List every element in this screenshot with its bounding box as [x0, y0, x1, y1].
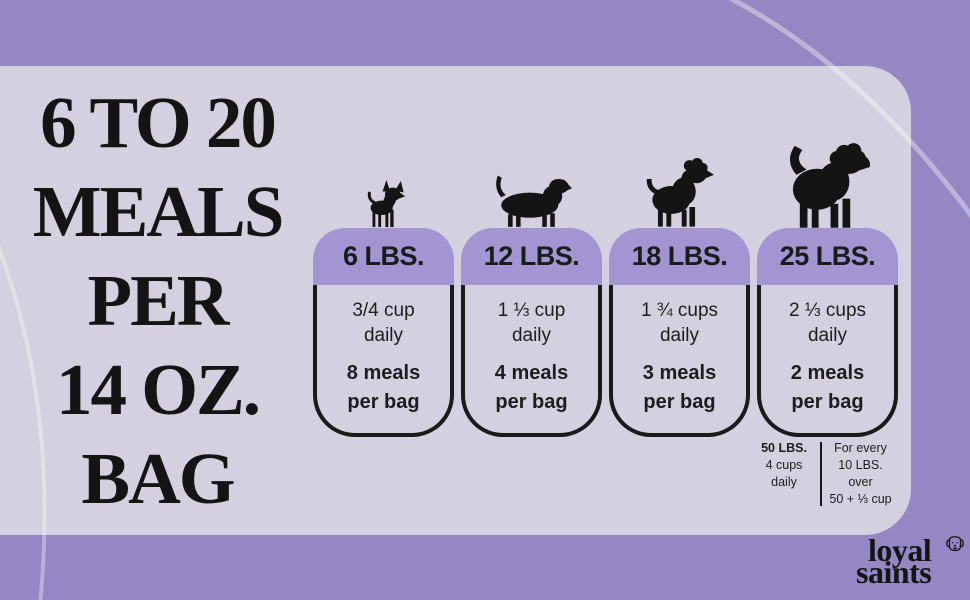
spaniel-silhouette-icon [643, 158, 717, 228]
daily-line: daily [363, 325, 404, 346]
logo-word-loyal: loyal [868, 532, 932, 568]
headline-line: BAG [81, 437, 235, 519]
dachshund-silhouette-icon [492, 171, 572, 228]
feeding-columns: 6 LBS. 3/4 cup daily 8 meals per bag [313, 140, 898, 437]
headline-line: 14 OZ. [56, 348, 261, 430]
headline-line: PER [87, 259, 230, 341]
chihuahua-silhouette-icon [362, 180, 406, 228]
weight-label: 12 LBS. [483, 241, 580, 271]
note-line: 4 cups [765, 458, 803, 472]
feeding-box: 2 ⅓ cups daily 2 meals per bag [757, 285, 898, 437]
note-line: daily [771, 475, 797, 489]
daily-line: 3/4 cup [352, 300, 415, 321]
note-line: 50 + ⅓ cup [829, 492, 892, 506]
note-line: 50 LBS. [761, 441, 807, 455]
weight-label: 6 LBS. [342, 241, 425, 271]
weight-pill: 12 LBS. [461, 228, 602, 285]
meals-per-bag: 3 meals per bag [613, 359, 746, 417]
dog-face-icon [944, 534, 966, 561]
meals-line: 2 meals [790, 362, 865, 384]
daily-line: 1 ⅓ cup [497, 300, 566, 321]
meals-line: 8 meals [346, 362, 421, 384]
large-dog-note: 50 LBS. 4 cups daily For every 10 LBS. o… [752, 440, 895, 508]
meals-line: per bag [495, 391, 568, 413]
meals-line: per bag [791, 391, 864, 413]
meals-per-bag: 4 meals per bag [465, 359, 598, 417]
headline-line: 6 TO 20 [40, 81, 277, 163]
meals-line: 4 meals [494, 362, 569, 384]
feeding-column-12lbs: 12 LBS. 1 ⅓ cup daily 4 meals per bag [461, 140, 602, 437]
feeding-box: 1 ⅓ cup daily 4 meals per bag [461, 285, 602, 437]
daily-line: 1 ¾ cups [640, 300, 719, 321]
daily-amount: 1 ⅓ cup daily [465, 298, 598, 348]
daily-amount: 2 ⅓ cups daily [761, 298, 894, 348]
note-line: For every [834, 441, 887, 455]
note-line: 10 LBS. over [838, 458, 883, 489]
doodle-silhouette-icon [781, 142, 875, 228]
dog-area [461, 140, 602, 228]
weight-label: 25 LBS. [779, 241, 876, 271]
brand-logo: loyal saints [856, 532, 968, 590]
weight-label: 18 LBS. [631, 241, 728, 271]
dog-area [757, 140, 898, 228]
weight-pill: 18 LBS. [609, 228, 750, 285]
dog-area [313, 140, 454, 228]
headline: 6 TO 20 MEALS PER 14 OZ. BAG [0, 70, 315, 530]
note-over-50lbs: For every 10 LBS. over 50 + ⅓ cup [822, 440, 895, 508]
meals-line: per bag [643, 391, 716, 413]
daily-line: daily [659, 325, 700, 346]
dog-area [609, 140, 750, 228]
meals-per-bag: 2 meals per bag [761, 359, 894, 417]
logo-word-saints: saints [856, 554, 932, 590]
daily-line: daily [511, 325, 552, 346]
daily-line: daily [807, 325, 848, 346]
feeding-box: 3/4 cup daily 8 meals per bag [313, 285, 454, 437]
headline-line: MEALS [32, 170, 285, 252]
meals-per-bag: 8 meals per bag [317, 359, 450, 417]
daily-amount: 3/4 cup daily [317, 298, 450, 348]
daily-amount: 1 ¾ cups daily [613, 298, 746, 348]
weight-pill: 25 LBS. [757, 228, 898, 285]
feeding-column-6lbs: 6 LBS. 3/4 cup daily 8 meals per bag [313, 140, 454, 437]
meals-line: 3 meals [642, 362, 717, 384]
daily-line: 2 ⅓ cups [788, 300, 867, 321]
feeding-column-25lbs: 25 LBS. 2 ⅓ cups daily 2 meals per bag [757, 140, 898, 437]
meals-line: per bag [347, 391, 420, 413]
note-50lbs: 50 LBS. 4 cups daily [752, 440, 820, 508]
weight-pill: 6 LBS. [313, 228, 454, 285]
feeding-box: 1 ¾ cups daily 3 meals per bag [609, 285, 750, 437]
note-divider [820, 442, 822, 506]
feeding-column-18lbs: 18 LBS. 1 ¾ cups daily 3 meals per bag [609, 140, 750, 437]
